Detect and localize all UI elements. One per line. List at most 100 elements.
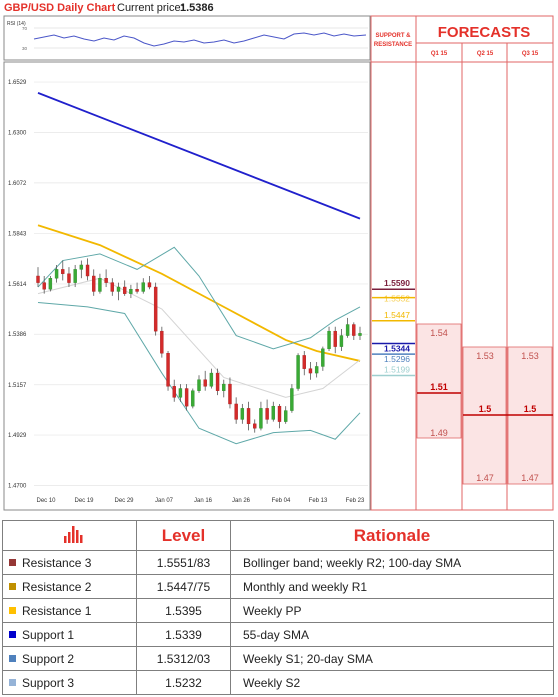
row-rationale: Weekly PP: [230, 598, 554, 623]
x-tick-label: Feb 23: [346, 498, 365, 504]
x-tick-label: Feb 13: [309, 498, 328, 504]
candle-up: [129, 289, 133, 294]
candle-up: [178, 388, 183, 398]
candle-up: [358, 333, 362, 336]
candle-down: [277, 405, 282, 422]
table-row: Support 1 1.5339 55-day SMA: [2, 622, 554, 647]
forecast-q1-mid: 1.51: [430, 382, 448, 392]
candle-down: [172, 386, 176, 398]
candle-up: [222, 383, 226, 391]
x-tick-label: Dec 19: [74, 498, 94, 504]
table-body: Resistance 3 1.5551/83 Bollinger band; wee…: [2, 550, 554, 695]
candle-down: [184, 388, 189, 407]
candle-down: [122, 286, 127, 294]
row-rationale: Bollinger band; weekly R2; 100-day SMA: [230, 550, 554, 575]
table-header-row: Level Rationale: [2, 520, 554, 551]
forecast-q1-lower: 1.49: [430, 428, 448, 438]
current-price-label: Current price:: [117, 2, 184, 14]
row-level: 1.5395: [136, 598, 231, 623]
row-name-cell: Resistance 2: [2, 574, 137, 599]
candle-up: [48, 278, 53, 290]
sr-header-line-1: SUPPORT &: [375, 33, 411, 39]
candle-down: [160, 330, 164, 354]
sr-level-label: 1.5296: [384, 354, 410, 364]
forecast-q2-lower: 1.47: [476, 473, 494, 483]
row-name-cell: Resistance 3: [2, 550, 137, 575]
row-name: Support 3: [22, 675, 75, 690]
row-name: Support 1: [22, 627, 75, 642]
table-row: Resistance 3 1.5551/83 Bollinger band; wee…: [2, 550, 554, 575]
candle-up: [296, 355, 300, 389]
candle-down: [135, 289, 139, 292]
x-tick-label: Feb 04: [272, 498, 291, 504]
row-name-cell: Resistance 1: [2, 598, 137, 623]
forecast-col-q1: Q1 15: [431, 51, 448, 57]
row-rationale: Weekly S2: [230, 670, 554, 695]
candle-up: [197, 379, 201, 391]
sma-100-line: [37, 92, 361, 220]
candle-up: [339, 335, 344, 347]
candle-down: [104, 278, 108, 283]
table-header-rationale: Rationale: [230, 520, 554, 551]
row-level: 1.5232: [136, 670, 231, 695]
candle-up: [327, 330, 331, 350]
candle-down: [153, 286, 158, 332]
candle-down: [42, 282, 46, 290]
candle-up: [79, 264, 84, 270]
candle-down: [67, 273, 71, 283]
bar-chart-icon: [63, 526, 82, 543]
forecast-q1-upper: 1.54: [430, 328, 448, 338]
level-color-swatch: [9, 582, 16, 590]
candle-down: [36, 275, 40, 283]
row-name: Support 2: [22, 651, 75, 666]
level-color-swatch: [9, 606, 16, 614]
table-row: Resistance 2 1.5447/75 Monthly and weekly …: [2, 574, 554, 599]
candle-up: [314, 366, 319, 374]
candle-up: [191, 390, 195, 407]
rsi-tick-70: 70: [22, 26, 28, 31]
y-tick-label: 1.5843: [8, 231, 27, 237]
row-name-cell: Support 3: [2, 670, 137, 695]
rationale-table: Level Rationale Resistance 3 1.5551/83 Bol…: [2, 520, 554, 695]
bollinger-upper-line: [37, 246, 361, 350]
y-tick-label: 1.6300: [8, 131, 27, 137]
rsi-line: [33, 32, 367, 47]
row-level: 1.5339: [136, 622, 231, 647]
x-tick-label: Jan 16: [194, 498, 213, 504]
forecast-q3-lower: 1.47: [521, 473, 539, 483]
price-chart-frame: [3, 61, 371, 511]
candle-up: [283, 410, 288, 422]
candle-up: [321, 348, 325, 367]
sr-level-label: 1.5552: [384, 294, 410, 304]
sr-level-label: 1.5344: [384, 344, 410, 354]
row-name-cell: Support 2: [2, 646, 137, 671]
rsi-panel-frame: [3, 15, 371, 61]
current-price-value: 1.5386: [180, 2, 214, 14]
table-header-icon-cell: [2, 520, 137, 551]
row-name: Resistance 1: [22, 603, 92, 618]
row-rationale: Weekly S1; 20-day SMA: [230, 646, 554, 671]
price-plot: 1.6529 1.6300 1.6072 1.5843 1.5614 1.5386 1.51…: [8, 80, 368, 504]
y-tick-label: 1.4700: [8, 484, 27, 490]
candle-down: [166, 353, 170, 387]
row-name-cell: Support 1: [2, 622, 137, 647]
candle-down: [228, 383, 232, 405]
table-row: Resistance 1 1.5395 Weekly PP: [2, 598, 554, 623]
candle-down: [234, 403, 238, 420]
x-tick-label: Dec 10: [36, 498, 56, 504]
candle-down: [92, 275, 96, 292]
candle-down: [147, 282, 152, 288]
y-tick-label: 1.5386: [8, 332, 27, 338]
y-tick-label: 1.6072: [8, 181, 27, 187]
sma-55-line: [37, 224, 361, 362]
row-level: 1.5312/03: [136, 646, 231, 671]
row-rationale: 55-day SMA: [230, 622, 554, 647]
candle-down: [85, 264, 90, 277]
forecast-q3-upper: 1.53: [521, 351, 539, 361]
candle-down: [215, 372, 220, 391]
candle-down: [110, 282, 115, 292]
row-level: 1.5551/83: [136, 550, 231, 575]
forecast-col-q3: Q3 15: [522, 51, 539, 57]
candle-up: [98, 278, 102, 292]
sr-level-label: 1.5590: [384, 278, 410, 288]
